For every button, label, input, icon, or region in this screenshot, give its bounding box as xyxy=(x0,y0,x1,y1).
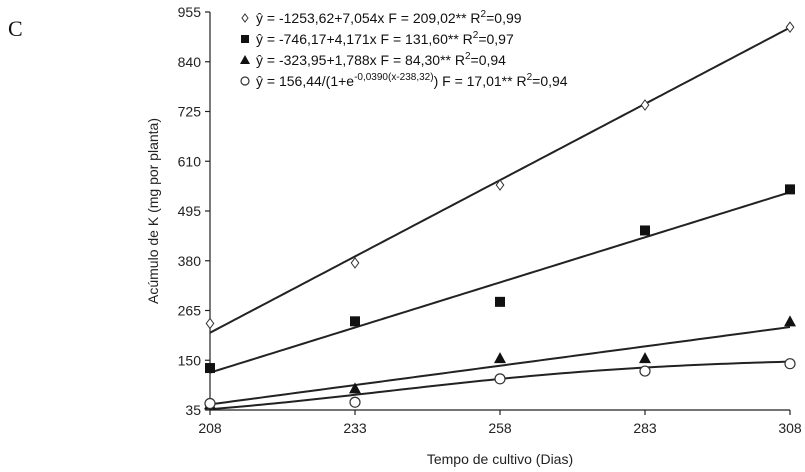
y-tick-label: 610 xyxy=(178,153,202,169)
triangle-marker xyxy=(240,55,250,64)
fit-line xyxy=(209,326,791,406)
square-marker xyxy=(785,184,795,195)
legend-tail: =0,94 xyxy=(471,52,507,68)
y-tick-label: 380 xyxy=(178,253,202,269)
y-tick-label: 495 xyxy=(178,203,202,219)
fit-line xyxy=(209,360,791,411)
legend-entry: ŷ = -323,95+1,788x F = 84,30** R2=0,94 xyxy=(256,51,506,68)
y-tick-label: 150 xyxy=(178,352,202,368)
data-points xyxy=(204,21,796,410)
square-marker xyxy=(241,35,249,43)
square-marker xyxy=(350,316,360,327)
triangle-marker xyxy=(494,352,506,364)
circle-marker xyxy=(204,397,216,410)
y-tick-label: 955 xyxy=(178,4,202,20)
diamond-marker xyxy=(241,13,249,23)
legend: ŷ = -1253,62+7,054x F = 209,02** R2=0,99… xyxy=(240,9,568,89)
triangle-marker xyxy=(639,352,651,364)
circle-marker xyxy=(639,365,651,377)
x-tick-label: 308 xyxy=(778,420,802,436)
y-axis-title: Acúmulo de K (mg por planta) xyxy=(145,118,161,304)
legend-sup2: 2 xyxy=(527,72,533,83)
y-tick-label: 35 xyxy=(185,402,201,418)
legend-sup: -0,0390(x-238,32) xyxy=(354,72,434,83)
legend-entry: ŷ = 156,44/(1+e-0,0390(x-238,32)) F = 17… xyxy=(256,72,568,89)
diamond-marker xyxy=(640,99,650,111)
legend-main: ŷ = -1253,62+7,054x F = 209,02** R xyxy=(256,10,481,26)
x-tick-label: 258 xyxy=(488,420,512,436)
diamond-marker xyxy=(785,21,795,33)
legend-sup: 2 xyxy=(473,30,479,41)
legend-entry: ŷ = -746,17+4,171x F = 131,60** R2=0,97 xyxy=(256,30,514,47)
diamond-marker xyxy=(350,257,360,269)
y-tick-label: 265 xyxy=(178,303,202,319)
legend-main: ŷ = -746,17+4,171x F = 131,60** R xyxy=(256,31,473,47)
legend-tail2: =0,94 xyxy=(532,73,568,89)
legend-entry: ŷ = -1253,62+7,054x F = 209,02** R2=0,99 xyxy=(256,9,522,26)
square-marker xyxy=(495,296,505,307)
x-tick-label: 233 xyxy=(343,420,367,436)
y-ticks: 35 150 265 380 495 610 725 840 955 xyxy=(178,4,210,418)
triangle-marker xyxy=(349,382,361,394)
axes xyxy=(209,12,790,411)
legend-main: ŷ = 156,44/(1+e xyxy=(256,73,354,89)
diamond-marker xyxy=(205,317,215,330)
circle-marker xyxy=(349,396,361,408)
y-tick-label: 840 xyxy=(178,54,202,70)
legend-tail: =0,99 xyxy=(486,10,522,26)
diamond-marker xyxy=(495,179,505,191)
circle-marker xyxy=(494,373,506,385)
x-ticks: 208 233 258 283 308 xyxy=(198,410,802,436)
legend-sup: 2 xyxy=(481,9,487,20)
x-tick-label: 283 xyxy=(633,420,657,436)
circle-marker xyxy=(784,358,796,370)
legend-tail: =0,97 xyxy=(478,31,514,47)
circle-marker xyxy=(240,76,250,86)
y-tick-label: 725 xyxy=(178,104,202,120)
legend-main: ŷ = -323,95+1,788x F = 84,30** R xyxy=(256,52,465,68)
x-tick-label: 208 xyxy=(198,420,222,436)
x-axis-title: Tempo de cultivo (Dias) xyxy=(427,451,573,467)
legend-sup: 2 xyxy=(465,51,471,62)
square-marker xyxy=(640,225,650,236)
panel-label: C xyxy=(8,16,23,41)
legend-tail: ) F = 17,01** R xyxy=(434,73,527,89)
fit-line xyxy=(209,191,791,374)
square-marker xyxy=(205,363,215,374)
triangle-marker xyxy=(784,315,796,327)
